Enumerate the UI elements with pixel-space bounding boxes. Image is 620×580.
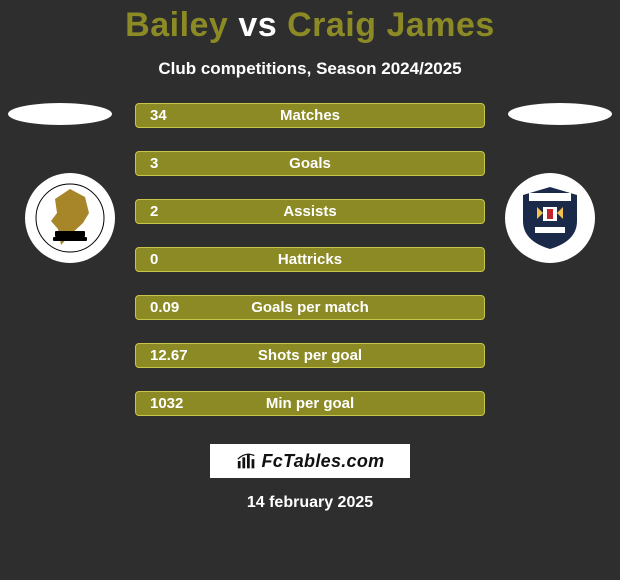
stat-label: Assists — [283, 203, 336, 220]
stats-area: 34 Matches 3 Goals 2 Assists 0 Hattricks… — [0, 103, 620, 416]
stat-label: Goals — [289, 155, 331, 172]
comparison-subtitle: Club competitions, Season 2024/2025 — [0, 59, 620, 79]
player-right-name-pill — [508, 103, 612, 125]
fctables-logo: FcTables.com — [210, 444, 410, 478]
stat-row-matches: 34 Matches — [135, 103, 485, 128]
player-right-club-badge — [505, 173, 595, 263]
stat-left-value: 1032 — [150, 395, 183, 412]
title-vs: vs — [238, 6, 277, 44]
stat-label: Hattricks — [278, 251, 342, 268]
title-player-left: Bailey — [125, 6, 228, 44]
stat-label: Matches — [280, 107, 340, 124]
comparison-title: Bailey vs Craig James — [0, 0, 620, 45]
stat-left-value: 12.67 — [150, 347, 188, 364]
player-left-club-badge — [25, 173, 115, 263]
stat-rows: 34 Matches 3 Goals 2 Assists 0 Hattricks… — [135, 103, 485, 416]
stat-label: Shots per goal — [258, 347, 362, 364]
stat-left-value: 0.09 — [150, 299, 179, 316]
fctables-logo-text: FcTables.com — [262, 451, 385, 472]
stat-row-goals-per-match: 0.09 Goals per match — [135, 295, 485, 320]
footer-date: 14 february 2025 — [0, 494, 620, 512]
stat-row-min-per-goal: 1032 Min per goal — [135, 391, 485, 416]
stat-row-hattricks: 0 Hattricks — [135, 247, 485, 272]
stat-label: Goals per match — [251, 299, 369, 316]
bar-chart-icon — [236, 450, 258, 472]
stat-row-goals: 3 Goals — [135, 151, 485, 176]
title-player-right: Craig James — [287, 6, 495, 44]
stat-row-assists: 2 Assists — [135, 199, 485, 224]
barrow-afc-badge-icon — [515, 183, 585, 253]
stat-left-value: 0 — [150, 251, 158, 268]
stat-left-value: 34 — [150, 107, 167, 124]
stat-label: Min per goal — [266, 395, 354, 412]
doncaster-rovers-badge-icon — [35, 183, 105, 253]
stat-left-value: 3 — [150, 155, 158, 172]
player-left-name-pill — [8, 103, 112, 125]
stat-row-shots-per-goal: 12.67 Shots per goal — [135, 343, 485, 368]
stat-left-value: 2 — [150, 203, 158, 220]
